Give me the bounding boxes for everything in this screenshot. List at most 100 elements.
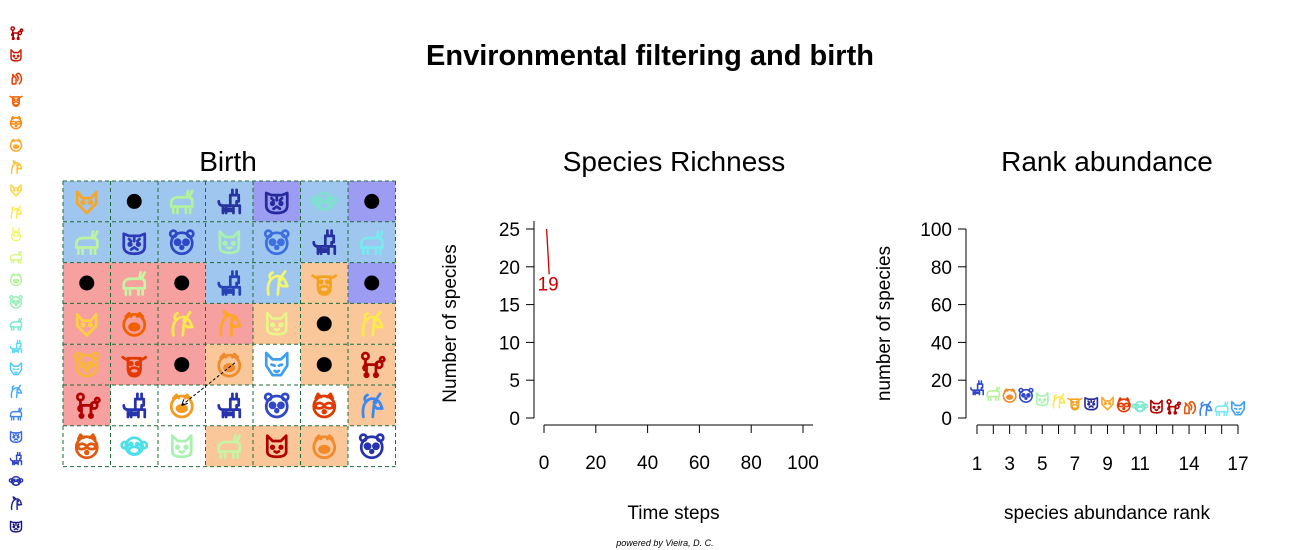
species-color-legend bbox=[8, 26, 24, 533]
cow-icon bbox=[311, 274, 338, 296]
x-tick-label: 20 bbox=[585, 453, 606, 474]
y-tick-label: 100 bbox=[920, 220, 952, 241]
horse-icon bbox=[10, 496, 23, 511]
rank-point-poodle-icon bbox=[1166, 399, 1181, 415]
y-tick-label: 10 bbox=[499, 333, 520, 354]
unicorn-icon bbox=[10, 384, 23, 399]
pig-icon bbox=[169, 393, 194, 419]
rank-panel-title: Rank abundance bbox=[1001, 146, 1213, 177]
unicorn-icon bbox=[266, 270, 289, 296]
y-tick-label: 5 bbox=[509, 371, 520, 392]
grid-cell bbox=[205, 303, 253, 345]
tiger-icon bbox=[264, 191, 289, 215]
y-axis-label: number of species bbox=[874, 246, 895, 401]
grid-cell bbox=[63, 303, 111, 345]
x-tick-label: 0 bbox=[539, 453, 550, 474]
x-tick-label: 3 bbox=[1004, 454, 1015, 475]
wolf-icon bbox=[9, 362, 23, 376]
y-tick-label: 25 bbox=[499, 220, 520, 241]
horse-icon bbox=[10, 160, 23, 175]
x-axis-label: Time steps bbox=[627, 503, 719, 524]
cat-icon bbox=[170, 434, 193, 459]
rank-point-squirrel-icon bbox=[1183, 400, 1197, 415]
rank-point-monkey-icon bbox=[1131, 400, 1149, 413]
rank-point-panda-icon bbox=[1018, 387, 1034, 403]
empty-site-dot bbox=[174, 275, 190, 291]
poodle-icon bbox=[75, 392, 101, 419]
empty-site-dot bbox=[364, 275, 380, 291]
panda-icon bbox=[9, 295, 23, 309]
rank-point-llama-icon bbox=[969, 380, 985, 396]
rank-point-cow-icon bbox=[1067, 397, 1083, 411]
y-tick-label: 40 bbox=[931, 333, 952, 354]
poodle-icon bbox=[10, 26, 24, 41]
raccoon-icon bbox=[9, 115, 23, 130]
goat-icon bbox=[122, 271, 147, 296]
rank-point-pig-icon bbox=[1002, 388, 1017, 403]
y-tick-label: 80 bbox=[931, 258, 952, 279]
grid-cell bbox=[158, 181, 206, 222]
unicorn-icon bbox=[361, 392, 384, 419]
goat-icon bbox=[9, 407, 23, 421]
x-tick-label: 80 bbox=[741, 453, 762, 474]
panda-icon bbox=[358, 433, 385, 460]
grid-cell bbox=[63, 221, 111, 263]
llama-icon bbox=[312, 229, 337, 256]
monkey-icon bbox=[120, 436, 149, 456]
grid-cell bbox=[253, 344, 301, 385]
empty-site-dot bbox=[316, 357, 332, 373]
fox-icon bbox=[75, 190, 98, 215]
rank-point-wolf-icon bbox=[1230, 400, 1246, 416]
pig-icon bbox=[9, 138, 23, 152]
x-tick-label: 17 bbox=[1227, 454, 1248, 475]
x-tick-label: 100 bbox=[787, 453, 819, 474]
llama-icon bbox=[9, 451, 23, 466]
grid-cell bbox=[205, 425, 253, 467]
llama-icon bbox=[9, 339, 23, 354]
richness-line bbox=[545, 228, 550, 275]
goat-icon bbox=[169, 189, 194, 215]
rabbit-icon bbox=[10, 227, 22, 242]
cow-icon bbox=[9, 95, 23, 107]
y-tick-label: 60 bbox=[931, 296, 952, 317]
panda-icon bbox=[263, 392, 290, 419]
richness-panel-title: Species Richness bbox=[562, 146, 786, 177]
monkey-icon bbox=[310, 191, 339, 212]
cow-icon bbox=[121, 355, 148, 378]
cat-icon bbox=[265, 311, 288, 336]
y-tick-label: 20 bbox=[931, 371, 952, 392]
cat-icon bbox=[218, 230, 241, 255]
cat-icon bbox=[10, 49, 22, 62]
monkey-icon bbox=[8, 475, 24, 487]
x-tick-label: 60 bbox=[689, 453, 710, 474]
pig-icon bbox=[312, 434, 337, 460]
poodle-icon bbox=[360, 351, 386, 379]
y-tick-label: 20 bbox=[499, 258, 520, 279]
rank-point-raccoon-icon bbox=[1116, 397, 1131, 413]
goat-icon bbox=[74, 230, 99, 256]
goat-icon bbox=[217, 434, 242, 460]
cat-icon bbox=[265, 434, 288, 459]
grid-cell bbox=[158, 425, 206, 467]
x-tick-label: 1 bbox=[972, 454, 983, 475]
birth-panel-title: Birth bbox=[199, 146, 257, 177]
x-tick-label: 40 bbox=[637, 453, 658, 474]
grid-cell bbox=[253, 385, 301, 426]
y-tick-label: 0 bbox=[941, 409, 952, 430]
horse-icon bbox=[219, 309, 242, 337]
x-tick-label: 14 bbox=[1178, 454, 1200, 475]
unicorn-icon bbox=[361, 310, 384, 337]
goat-icon bbox=[9, 317, 23, 331]
rank-point-tiger-icon bbox=[1084, 397, 1099, 411]
squirrel-icon bbox=[11, 72, 23, 85]
y-tick-label: 0 bbox=[509, 409, 520, 430]
tiger-icon bbox=[9, 520, 23, 533]
grid-cell bbox=[300, 262, 348, 304]
y-axis-label: Number of species bbox=[440, 244, 461, 402]
grid-cell bbox=[348, 303, 396, 345]
grid-cell bbox=[253, 221, 301, 263]
grid-cell bbox=[63, 181, 111, 222]
panda-icon bbox=[168, 229, 195, 256]
